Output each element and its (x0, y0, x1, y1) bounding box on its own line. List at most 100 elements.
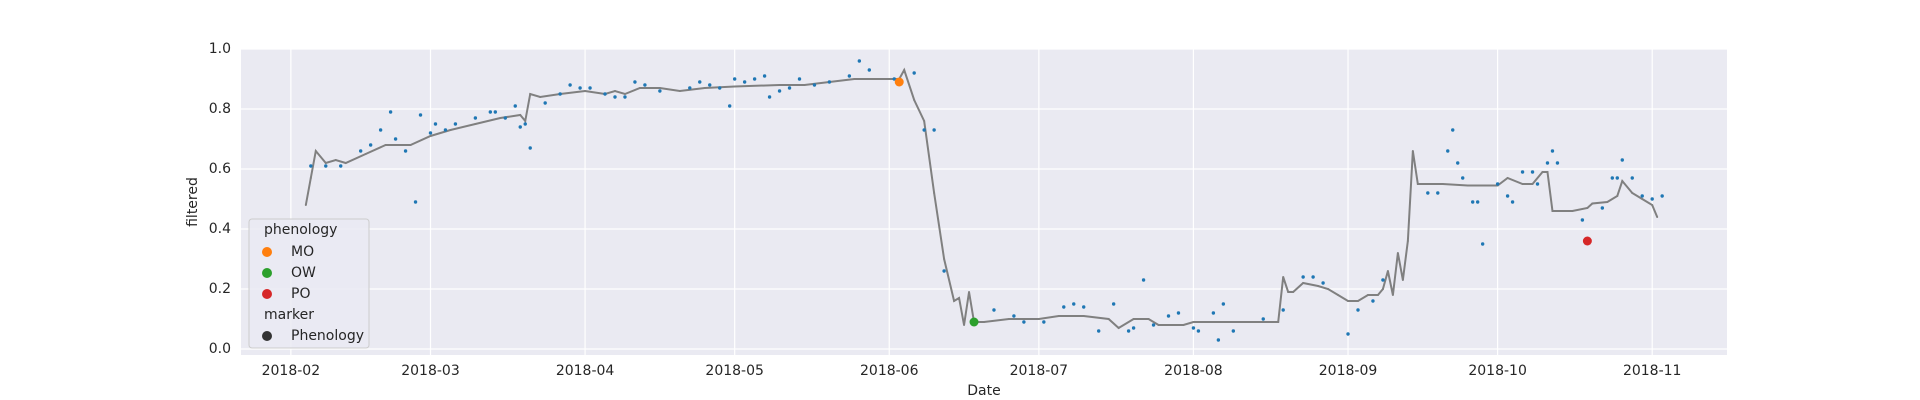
raw-point (1022, 320, 1026, 324)
raw-point (1461, 176, 1465, 180)
raw-point (1615, 176, 1619, 180)
raw-point (1221, 302, 1226, 306)
x-tick-label: 2018-05 (705, 363, 764, 379)
raw-point (403, 149, 408, 153)
raw-point (613, 95, 617, 99)
y-tick-label: 0.8 (209, 101, 231, 117)
raw-point (368, 143, 373, 147)
raw-point (727, 104, 732, 108)
raw-point (1012, 314, 1016, 318)
raw-point (827, 80, 832, 84)
raw-point (912, 71, 916, 75)
raw-point (568, 83, 572, 87)
raw-point (578, 86, 582, 90)
raw-point (1580, 218, 1585, 222)
x-tick-label: 2018-02 (262, 363, 321, 379)
raw-point (1141, 278, 1146, 282)
raw-point (1301, 275, 1305, 279)
x-tick-label: 2018-07 (1010, 363, 1069, 379)
x-tick-label: 2018-10 (1468, 363, 1527, 379)
raw-point (1620, 158, 1624, 162)
raw-point (1470, 200, 1475, 204)
raw-point (388, 110, 393, 114)
raw-point (443, 128, 448, 132)
raw-point (688, 86, 692, 90)
phenology-point (1582, 236, 1592, 246)
raw-point (1191, 326, 1196, 330)
raw-point (658, 89, 662, 93)
filtered-line (304, 67, 1659, 330)
raw-point (797, 77, 802, 81)
raw-point (1062, 305, 1066, 309)
raw-point (1530, 170, 1535, 174)
raw-point (1660, 194, 1664, 198)
raw-point (1426, 191, 1430, 195)
raw-point (503, 116, 507, 120)
y-tick-label: 0.4 (209, 221, 231, 237)
raw-point (1356, 308, 1360, 312)
raw-point (932, 128, 936, 132)
raw-point (718, 86, 722, 90)
legend-title: phenology (264, 222, 337, 238)
raw-point (1261, 317, 1265, 321)
raw-point (1535, 182, 1540, 186)
raw-point (1371, 299, 1375, 303)
raw-point (762, 74, 767, 78)
raw-point (488, 110, 493, 114)
raw-point (1281, 308, 1285, 312)
legend-swatch (262, 247, 272, 257)
legend-label: PO (291, 286, 310, 302)
raw-point (378, 128, 383, 132)
raw-point (1436, 191, 1440, 195)
raw-point (1505, 194, 1510, 198)
raw-point (1346, 332, 1350, 336)
raw-point (1630, 176, 1634, 180)
raw-point (752, 77, 757, 81)
legend-label: Phenology (291, 328, 364, 344)
raw-point (1176, 311, 1181, 315)
raw-point (1451, 128, 1455, 132)
raw-point (623, 95, 627, 99)
y-tick-label: 0.6 (209, 161, 231, 177)
raw-point (1311, 275, 1315, 279)
raw-point (643, 83, 647, 87)
raw-point (1446, 149, 1450, 153)
raw-point (1495, 182, 1500, 186)
raw-point (413, 200, 418, 204)
raw-point (1216, 338, 1221, 342)
raw-point (1111, 302, 1116, 306)
x-tick-label: 2018-08 (1164, 363, 1223, 379)
raw-point (1640, 194, 1644, 198)
phenology-point (894, 77, 904, 87)
raw-point (523, 122, 527, 126)
raw-point (1042, 320, 1046, 324)
raw-point (1520, 170, 1525, 174)
raw-point (698, 80, 702, 84)
raw-point (857, 59, 862, 63)
raw-point (1321, 281, 1325, 285)
raw-point (543, 101, 547, 105)
raw-point (358, 149, 363, 153)
raw-point (942, 269, 946, 273)
x-tick-label: 2018-09 (1319, 363, 1378, 379)
raw-point (787, 86, 792, 90)
raw-point (339, 164, 343, 168)
raw-point (1475, 200, 1480, 204)
raw-point (1550, 149, 1555, 153)
y-axis-label: filtered (185, 177, 201, 227)
raw-point (309, 164, 313, 168)
raw-point (1211, 311, 1216, 315)
raw-point (418, 113, 423, 117)
raw-point (1555, 161, 1560, 165)
x-tick-label: 2018-04 (556, 363, 615, 379)
x-axis-label: Date (967, 383, 1000, 399)
raw-point (1480, 242, 1485, 246)
raw-point (867, 68, 872, 72)
raw-point (1545, 161, 1550, 165)
raw-point (324, 164, 328, 168)
raw-point (603, 92, 607, 96)
raw-point (1096, 329, 1101, 333)
raw-point (1082, 305, 1086, 309)
raw-point (1072, 302, 1076, 306)
legend-swatch (262, 331, 272, 341)
